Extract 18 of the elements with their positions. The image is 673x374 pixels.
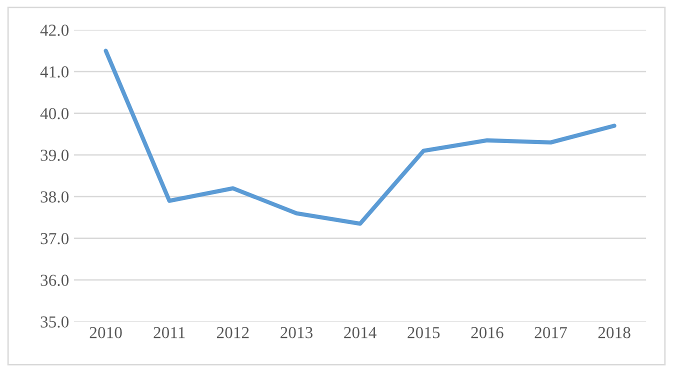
line-series <box>104 48 616 226</box>
y-tick-label: 41.0 <box>40 66 69 78</box>
x-tick-label: 2012 <box>217 326 249 338</box>
y-tick-label: 36.0 <box>40 274 69 286</box>
y-tick-label: 40.0 <box>40 108 69 120</box>
y-tick-label: 37.0 <box>40 232 69 244</box>
x-tick-label: 2011 <box>154 326 185 338</box>
y-tick-label: 38.0 <box>40 191 69 203</box>
x-tick-label: 2010 <box>90 326 122 338</box>
y-tick-label: 35.0 <box>40 316 69 328</box>
x-tick-label: 2016 <box>471 326 504 338</box>
x-tick-label: 2017 <box>534 326 567 338</box>
x-tick-label: 2015 <box>408 326 440 338</box>
y-tick-label: 39.0 <box>40 150 69 161</box>
x-tick-label: 2018 <box>598 326 630 338</box>
y-tick-label: 42.0 <box>40 24 69 36</box>
x-tick-label: 2013 <box>280 326 313 338</box>
x-tick-label: 2014 <box>344 326 376 338</box>
